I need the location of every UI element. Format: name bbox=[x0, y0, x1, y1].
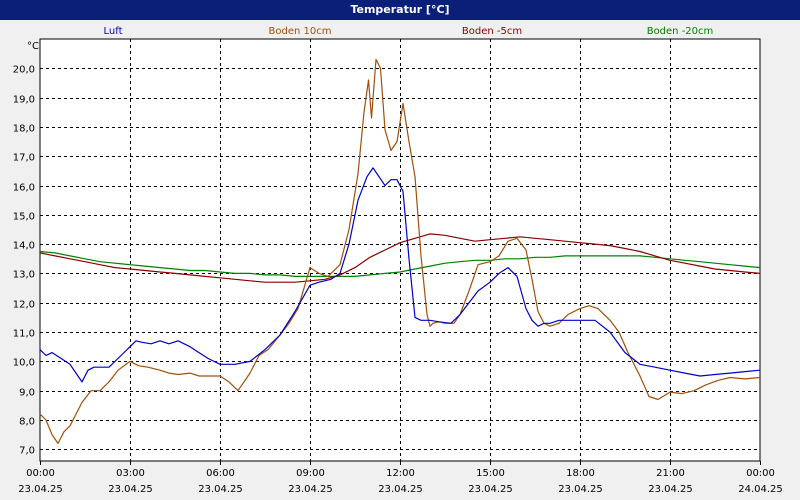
x-tick-time: 09:00 bbox=[296, 468, 325, 479]
y-tick-label: 13,0 bbox=[13, 270, 35, 281]
legend-entry: Boden -5cm bbox=[462, 26, 522, 37]
x-tick-date: 23.04.25 bbox=[108, 484, 153, 495]
chart-svg: 7,0 8,0 9,0 10,0 11,0 12,0 13,0 14,0 15,0 16,0 17,… bbox=[13, 26, 783, 496]
x-tick-date: 23.04.25 bbox=[468, 484, 513, 495]
y-tick-label: 11,0 bbox=[13, 329, 35, 340]
y-tick-label: 12,0 bbox=[13, 300, 35, 311]
legend: Luft Boden 10cm Boden -5cm Boden -20cm bbox=[104, 26, 714, 37]
chart-frame: 7,0 8,0 9,0 10,0 11,0 12,0 13,0 14,0 15,0 16,0 17,… bbox=[0, 20, 800, 500]
x-tick-time: 06:00 bbox=[206, 468, 235, 479]
y-tick-label: 7,0 bbox=[19, 446, 35, 457]
series-line-boden-5cm bbox=[39, 233, 761, 283]
y-axis-unit: °C bbox=[27, 41, 39, 52]
x-tick-date: 23.04.25 bbox=[18, 484, 63, 495]
legend-entry: Boden -20cm bbox=[647, 26, 714, 37]
y-tick-label: 17,0 bbox=[13, 153, 35, 164]
window-title: Temperatur [°C] bbox=[0, 0, 800, 20]
legend-entry: Boden 10cm bbox=[269, 26, 332, 37]
x-tick-time: 15:00 bbox=[476, 468, 505, 479]
series-line-luft bbox=[39, 167, 761, 383]
x-tick-time: 12:00 bbox=[386, 468, 415, 479]
x-tick-time: 21:00 bbox=[656, 468, 685, 479]
y-tick-label: 18,0 bbox=[13, 124, 35, 135]
x-tick-date: 23.04.25 bbox=[378, 484, 423, 495]
y-tick-label: 8,0 bbox=[19, 417, 35, 428]
x-tick-date: 23.04.25 bbox=[558, 484, 603, 495]
x-tick-time: 00:00 bbox=[746, 468, 775, 479]
y-tick-label: 16,0 bbox=[13, 183, 35, 194]
y-tick-label: 14,0 bbox=[13, 241, 35, 252]
axis-labels: 7,0 8,0 9,0 10,0 11,0 12,0 13,0 14,0 15,0 16,0 17,… bbox=[13, 65, 783, 496]
x-tick-time: 18:00 bbox=[566, 468, 595, 479]
x-tick-time: 00:00 bbox=[26, 468, 55, 479]
x-tick-date: 23.04.25 bbox=[648, 484, 693, 495]
x-tick-time: 03:00 bbox=[116, 468, 145, 479]
y-tick-label: 15,0 bbox=[13, 212, 35, 223]
series-line-boden-10cm bbox=[39, 58, 761, 444]
legend-entry: Luft bbox=[104, 26, 123, 37]
y-tick-label: 10,0 bbox=[13, 358, 35, 369]
x-tick-date: 23.04.25 bbox=[198, 484, 243, 495]
series-layer bbox=[39, 58, 761, 444]
y-tick-label: 19,0 bbox=[13, 95, 35, 106]
y-tick-label: 20,0 bbox=[13, 65, 35, 76]
x-tick-date: 24.04.25 bbox=[738, 484, 783, 495]
y-tick-label: 9,0 bbox=[19, 388, 35, 399]
series-line-boden-20cm bbox=[39, 250, 761, 277]
x-tick-date: 23.04.25 bbox=[288, 484, 333, 495]
